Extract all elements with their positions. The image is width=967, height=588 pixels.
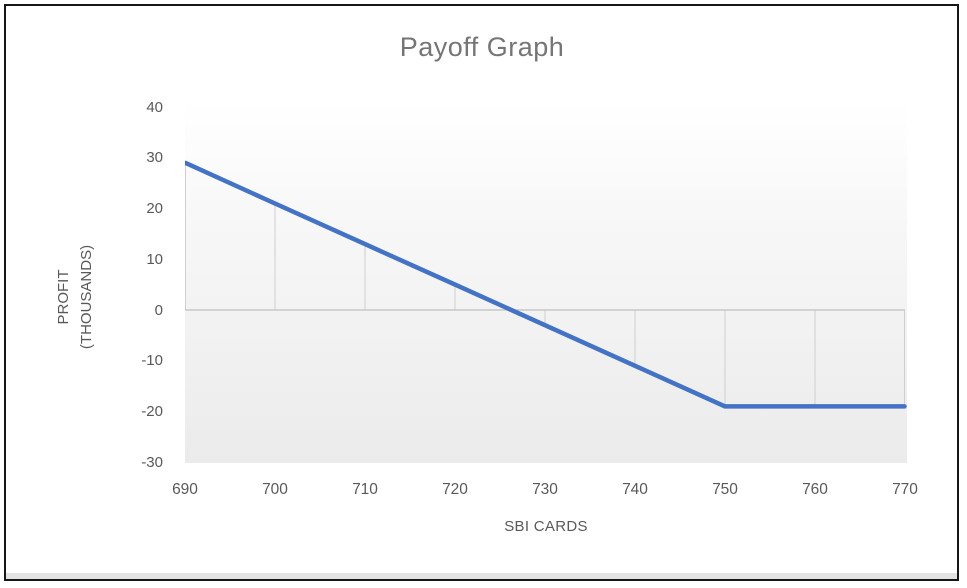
x-tick-label: 760: [802, 481, 828, 498]
x-tick-label: 740: [622, 481, 648, 498]
x-tick-label: 710: [352, 481, 378, 498]
x-tick-label: 700: [262, 481, 288, 498]
chart-title: Payoff Graph: [399, 32, 565, 62]
x-tick-label: 720: [442, 481, 468, 498]
y-tick-label: -10: [141, 352, 163, 370]
y-tick-label: 10: [146, 250, 163, 268]
y-tick-label: 0: [154, 301, 163, 319]
plot-background: [185, 100, 907, 463]
x-tick-label: 730: [532, 481, 558, 498]
x-tick-label: 770: [892, 481, 918, 498]
plot-area: [185, 100, 907, 463]
x-tick-label: 690: [172, 481, 198, 498]
bottom-edge-shade: [6, 573, 957, 579]
y-tick-label: 20: [146, 200, 163, 218]
y-tick-label: 40: [146, 98, 163, 116]
payoff-series-line: [185, 160, 907, 409]
x-axis-title: SBI CARDS: [504, 518, 588, 535]
x-tick-label: 750: [712, 481, 738, 498]
y-tick-label: -30: [141, 453, 163, 471]
drop-lines: [185, 162, 905, 407]
y-tick-label: -20: [141, 402, 163, 420]
y-tick-label: 30: [146, 149, 163, 167]
